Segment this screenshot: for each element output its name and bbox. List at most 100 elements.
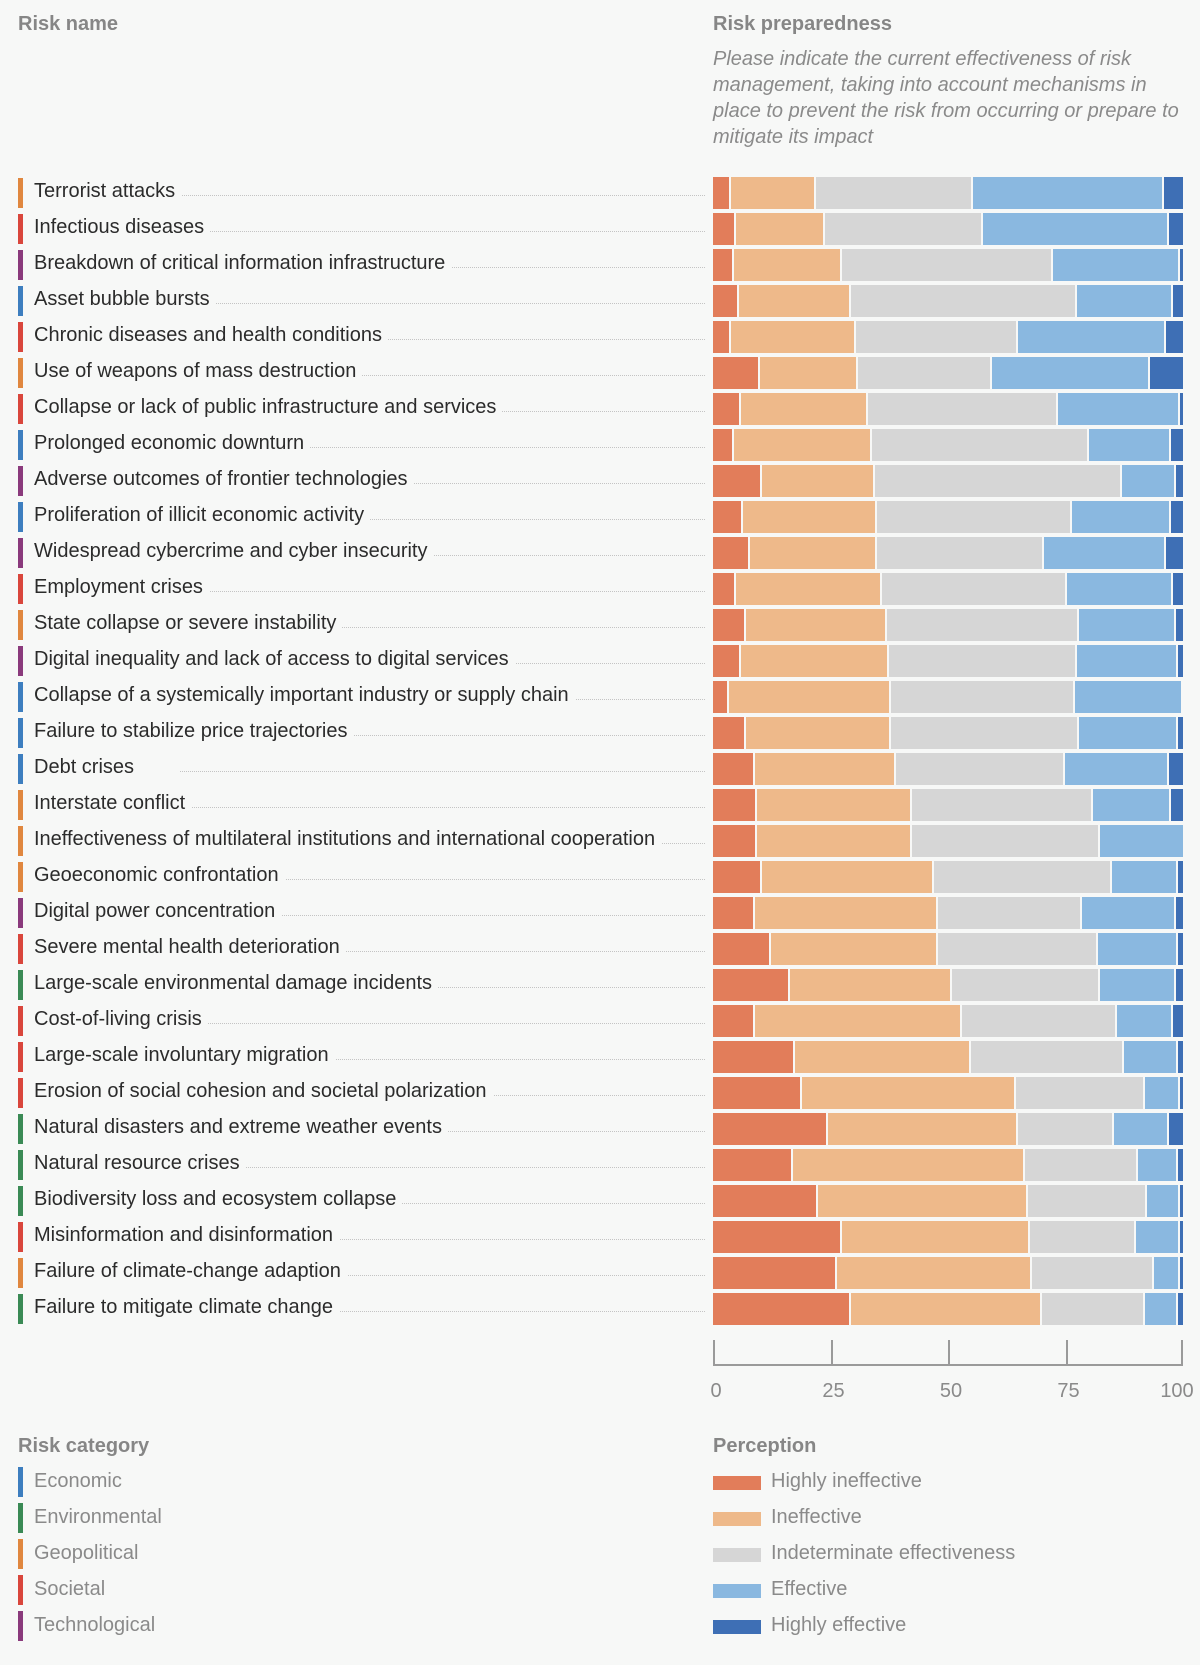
bar-segment <box>1056 393 1179 425</box>
bar-segment <box>713 213 735 245</box>
stacked-bar <box>713 753 1183 785</box>
bar-segment <box>1173 609 1183 641</box>
stacked-bar <box>713 933 1183 965</box>
bar-segment <box>886 645 1075 677</box>
perception-legend-label: Effective <box>771 1578 848 1600</box>
category-marker <box>18 1150 23 1180</box>
category-marker <box>18 682 23 712</box>
stacked-bar <box>713 501 1183 533</box>
bar-segment <box>713 249 732 281</box>
category-marker <box>18 574 23 604</box>
bar-segment <box>743 717 890 749</box>
bar-segment <box>931 861 1111 893</box>
leader-line <box>180 1167 705 1168</box>
bar-segment <box>788 969 951 1001</box>
bar-segment <box>1098 825 1183 857</box>
chart-row: Chronic diseases and health conditions <box>0 319 1200 353</box>
question-subtitle: Please indicate the current effectivenes… <box>713 48 1179 148</box>
perception-legend-label: Indeterminate effectiveness <box>771 1542 1016 1564</box>
stacked-bar <box>713 357 1183 389</box>
bar-segment <box>713 1041 793 1073</box>
risk-label: Interstate conflict <box>34 792 192 815</box>
bar-segment <box>910 789 1092 821</box>
bar-segment <box>971 177 1162 209</box>
leader-line <box>180 879 705 880</box>
category-marker <box>18 1186 23 1216</box>
bar-segment <box>713 1113 826 1145</box>
risk-label: Chronic diseases and health conditions <box>34 324 388 347</box>
bar-segment <box>1166 213 1183 245</box>
chart-row: Erosion of social cohesion and societal … <box>0 1075 1200 1109</box>
bar-segment <box>1112 1113 1167 1145</box>
perception-legend-swatch <box>713 1512 761 1526</box>
category-marker <box>18 1222 23 1252</box>
chart-row: Severe mental health deterioration <box>0 931 1200 965</box>
bar-segment <box>1110 861 1176 893</box>
leader-line <box>180 627 705 628</box>
category-marker <box>18 250 23 280</box>
chart-row: Misinformation and disinformation <box>0 1219 1200 1253</box>
risk-label: Asset bubble bursts <box>34 288 216 311</box>
bar-segment <box>823 213 981 245</box>
leader-line <box>180 483 705 484</box>
x-tick-label: 100 <box>1160 1380 1194 1402</box>
risk-label: Terrorist attacks <box>34 180 182 203</box>
bar-segment <box>980 213 1167 245</box>
bar-segment <box>870 429 1087 461</box>
category-marker <box>18 466 23 496</box>
stacked-bar <box>713 177 1183 209</box>
bar-segment <box>1175 1041 1183 1073</box>
bar-segment <box>1077 609 1174 641</box>
bar-segment <box>1077 717 1176 749</box>
bar-segment <box>849 1293 1040 1325</box>
risk-label: State collapse or severe instability <box>34 612 343 635</box>
category-marker <box>18 538 23 568</box>
bar-segment <box>755 825 911 857</box>
bar-segment <box>743 609 885 641</box>
stacked-bar <box>713 717 1183 749</box>
x-tick <box>1181 1340 1183 1365</box>
leader-line <box>180 375 705 376</box>
bar-segment <box>1119 465 1174 497</box>
leader-line <box>180 1275 705 1276</box>
category-marker <box>18 1114 23 1144</box>
x-tick-label: 75 <box>1057 1380 1080 1402</box>
bar-segment <box>790 1149 1024 1181</box>
chart-row: Large-scale environmental damage inciden… <box>0 967 1200 1001</box>
bar-segment <box>713 501 742 533</box>
bar-segment <box>1173 465 1183 497</box>
bar-segment <box>1135 1149 1176 1181</box>
risk-label: Severe mental health deterioration <box>34 936 346 959</box>
x-tick-label: 25 <box>822 1380 845 1402</box>
bar-segment <box>1173 897 1183 929</box>
x-tick <box>948 1340 950 1365</box>
chart-row: Ineffectiveness of multilateral institut… <box>0 823 1200 857</box>
category-marker <box>18 358 23 388</box>
bar-segment <box>713 1149 791 1181</box>
chart-row: Large-scale involuntary migration <box>0 1039 1200 1073</box>
stacked-bar <box>713 1221 1183 1253</box>
category-marker <box>18 1006 23 1036</box>
bar-segment <box>729 321 854 353</box>
category-marker <box>18 214 23 244</box>
bar-segment <box>1175 1149 1183 1181</box>
chart-row: Use of weapons of mass destruction <box>0 355 1200 389</box>
stacked-bar <box>713 321 1183 353</box>
chart-row: Debt crises <box>0 751 1200 785</box>
bar-segment <box>884 609 1078 641</box>
bar-segment <box>1114 1005 1172 1037</box>
leader-line <box>180 303 705 304</box>
risk-label: Use of weapons of mass destruction <box>34 360 363 383</box>
category-marker <box>18 790 23 820</box>
x-axis: 0 25 50 75 100 <box>710 1340 1194 1420</box>
bar-segment <box>1145 1185 1179 1217</box>
bar-segment <box>752 1005 960 1037</box>
bar-segment <box>1016 1113 1113 1145</box>
leader-line <box>180 555 705 556</box>
bar-segment <box>713 753 753 785</box>
chart-row: Asset bubble bursts <box>0 283 1200 317</box>
bar-segment <box>1096 933 1176 965</box>
category-marker <box>18 1294 23 1324</box>
risk-label: Erosion of social cohesion and societal … <box>34 1080 493 1103</box>
bar-segment <box>713 321 730 353</box>
